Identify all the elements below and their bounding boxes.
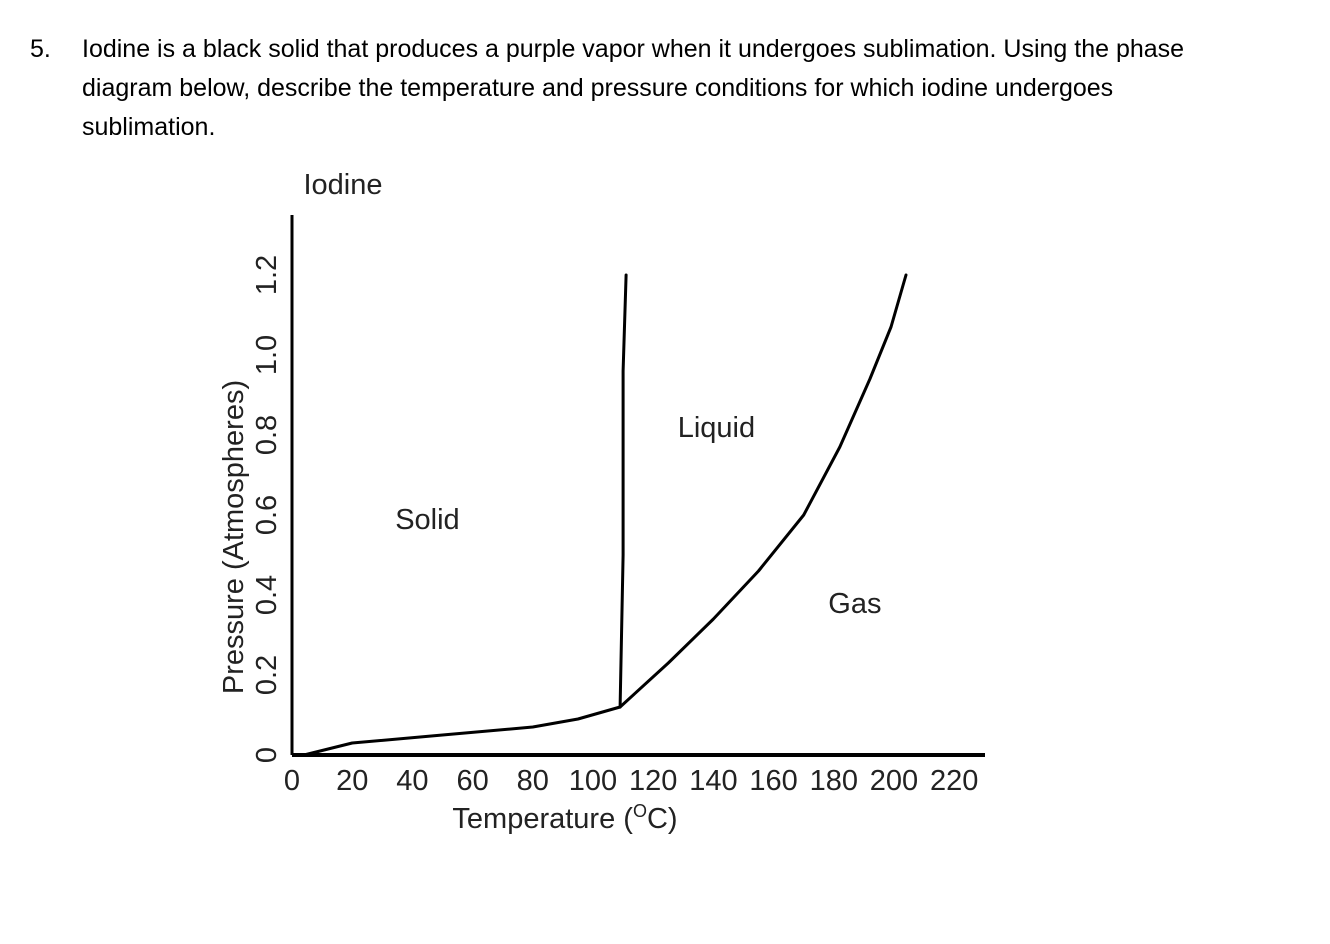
y-axis-label: Pressure (Atmospheres) bbox=[218, 380, 250, 694]
x-axis-label-main: Temperature ( bbox=[452, 803, 633, 835]
melting-curve bbox=[618, 273, 628, 709]
x-tick-label: 20 bbox=[336, 765, 368, 797]
x-tick-label: 0 bbox=[284, 765, 300, 797]
x-axis-label-degree: O bbox=[633, 801, 647, 821]
y-tick-label: 0.8 bbox=[251, 415, 283, 455]
vaporization-curve bbox=[618, 273, 908, 709]
labels: 0 20 40 60 80 100 120 140 160 180 200 220 0 0.2 0.4 0.6… bbox=[218, 169, 978, 835]
axes bbox=[290, 215, 985, 757]
x-tick-label: 100 bbox=[569, 765, 617, 797]
solid-region-label: Solid bbox=[395, 504, 460, 536]
y-tick-label: 1.0 bbox=[251, 335, 283, 375]
x-axis-label: Temperature (OC) bbox=[452, 801, 677, 835]
x-tick-label: 200 bbox=[870, 765, 918, 797]
x-tick-label: 180 bbox=[810, 765, 858, 797]
sublimation-curve bbox=[302, 705, 622, 757]
y-tick-label: 0.4 bbox=[251, 575, 283, 615]
x-tick-label: 160 bbox=[749, 765, 797, 797]
x-tick-label: 40 bbox=[396, 765, 428, 797]
x-tick-label: 80 bbox=[517, 765, 549, 797]
x-axis-label-unit: C) bbox=[647, 803, 678, 835]
chart-title: Iodine bbox=[303, 169, 382, 201]
x-tick-label: 120 bbox=[629, 765, 677, 797]
gas-region-label: Gas bbox=[828, 588, 881, 620]
y-tick-label: 0.2 bbox=[251, 655, 283, 695]
curves bbox=[302, 273, 908, 757]
question-number: 5. bbox=[30, 35, 51, 63]
y-tick-label: 0 bbox=[251, 747, 283, 763]
y-tick-label: 0.6 bbox=[251, 495, 283, 535]
question-text: Iodine is a black solid that produces a … bbox=[82, 35, 1185, 141]
x-tick-label: 220 bbox=[930, 765, 978, 797]
liquid-region-label: Liquid bbox=[678, 412, 755, 444]
y-tick-label: 1.2 bbox=[251, 255, 283, 295]
x-tick-label: 140 bbox=[689, 765, 737, 797]
x-tick-label: 60 bbox=[456, 765, 488, 797]
